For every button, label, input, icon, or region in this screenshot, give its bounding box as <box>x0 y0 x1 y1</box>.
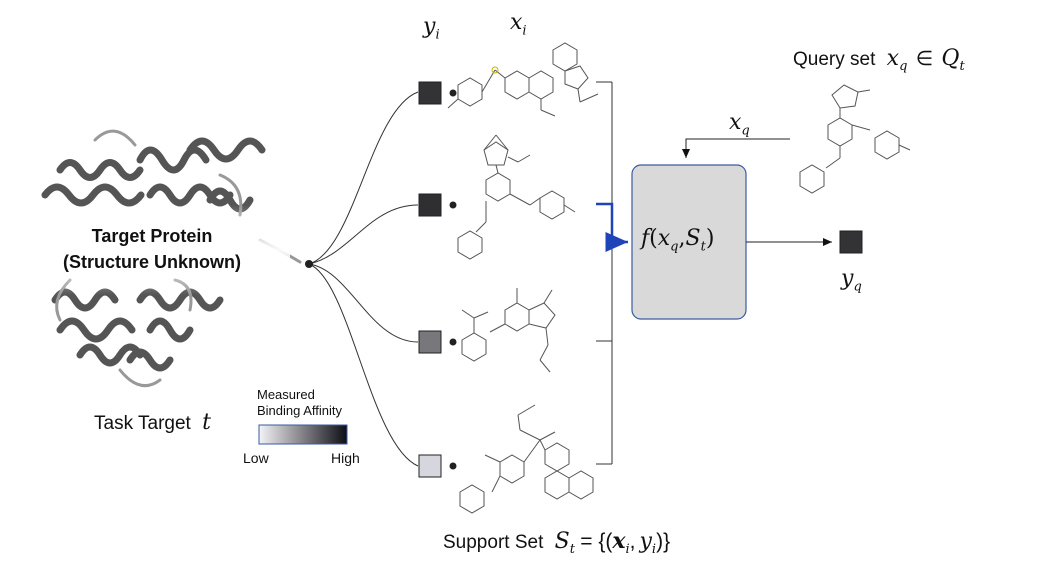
support-set-bracket <box>596 81 613 465</box>
affinity-square-4 <box>418 454 442 478</box>
task-target-label: Task Target t <box>94 410 211 435</box>
molecule-1 <box>447 42 599 117</box>
task-target-symbol: t <box>202 410 211 435</box>
support-set-arrow <box>596 202 628 252</box>
legend-high-label: High <box>331 450 360 466</box>
protein-title-line1: Target Protein <box>91 226 213 246</box>
protein-structure-illustration <box>30 129 302 388</box>
query-molecule <box>799 84 911 194</box>
affinity-legend-bar <box>258 424 348 445</box>
output-label: yq <box>841 266 862 295</box>
protein-title-line2: (Structure Unknown) <box>63 252 241 272</box>
affinity-square-1 <box>418 81 442 105</box>
affinity-dot-3 <box>449 338 457 346</box>
protein-to-support-connectors <box>308 91 419 467</box>
molecule-2 <box>457 134 576 260</box>
output-prediction-square <box>839 230 863 254</box>
legend-title-line1: Measured <box>257 387 315 402</box>
legend-low-label: Low <box>243 450 269 466</box>
affinity-square-2 <box>418 193 442 217</box>
query-set-label: Query set xq ∈ Qt <box>793 46 965 74</box>
affinity-dot-1 <box>449 89 457 97</box>
query-arrow <box>682 138 790 158</box>
legend-title: Measured Binding Affinity <box>257 387 342 419</box>
query-arrow-label: xq <box>729 110 750 139</box>
affinity-square-3 <box>418 330 442 354</box>
support-set-label: Support Set St = {(xi, yi)} <box>443 528 671 557</box>
support-squares <box>418 81 457 478</box>
column-header-y: yi <box>423 14 440 43</box>
legend-title-line2: Binding Affinity <box>257 403 343 418</box>
column-header-x: xi <box>510 10 527 39</box>
function-expression: f(xq,St) <box>641 226 715 255</box>
molecule-3 <box>461 288 556 373</box>
molecule-4 <box>459 404 594 514</box>
protein-anchor-dot <box>305 260 313 268</box>
affinity-dot-4 <box>449 462 457 470</box>
affinity-dot-2 <box>449 201 457 209</box>
